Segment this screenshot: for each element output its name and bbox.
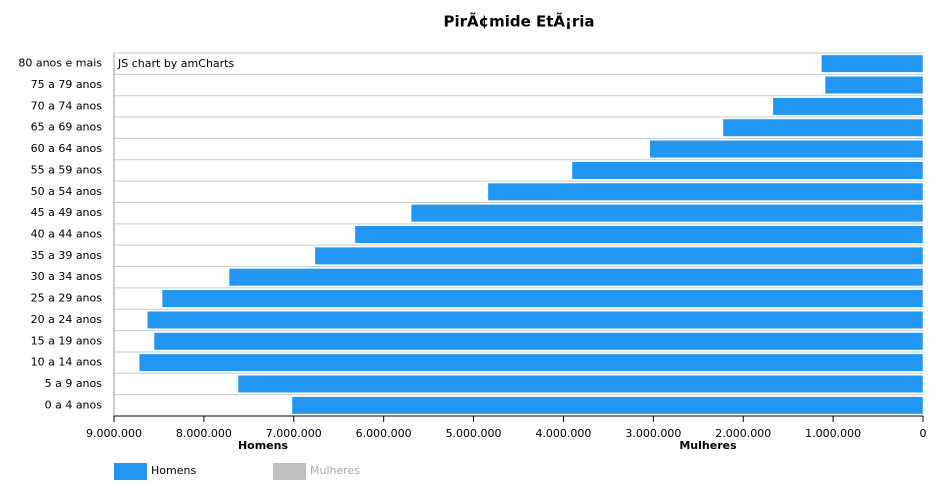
bar <box>147 310 924 329</box>
x-tick-label: 4.000.000 <box>535 427 591 440</box>
y-tick-label: 25 a 29 anos <box>31 292 103 305</box>
watermark: JS chart by amCharts <box>117 57 234 70</box>
x-tick-label: 0 <box>920 427 927 440</box>
chart-title: PirÃ¢mide EtÃ¡ria <box>443 12 594 31</box>
bar <box>354 225 924 244</box>
y-tick-label: 20 a 24 anos <box>31 313 103 326</box>
bar <box>161 289 924 308</box>
legend-swatch <box>114 463 147 480</box>
y-tick-label: 60 a 64 anos <box>31 142 103 155</box>
x-tick-label: 1.000.000 <box>805 427 861 440</box>
bar <box>649 140 924 159</box>
bar <box>487 182 924 201</box>
bar <box>291 396 924 415</box>
y-tick-label: 15 a 19 anos <box>31 334 103 347</box>
y-tick-label: 45 a 49 anos <box>31 206 103 219</box>
bar <box>571 161 924 180</box>
bar <box>237 374 924 393</box>
y-tick-label: 35 a 39 anos <box>31 249 103 262</box>
y-tick-label: 80 anos e mais <box>18 57 102 70</box>
bar <box>821 54 924 73</box>
bar <box>772 97 924 116</box>
bar <box>153 332 924 351</box>
legend-label: Mulheres <box>310 464 360 477</box>
y-tick-label: 40 a 44 anos <box>31 228 103 241</box>
y-tick-label: 10 a 14 anos <box>31 356 103 369</box>
axis-title: Mulheres <box>679 439 737 452</box>
y-tick-label: 65 a 69 anos <box>31 121 103 134</box>
bar <box>410 204 924 223</box>
bar <box>314 246 924 265</box>
bar <box>722 118 924 137</box>
bar <box>228 268 924 287</box>
x-tick-label: 7.000.000 <box>266 427 322 440</box>
axis-title: Homens <box>238 439 289 452</box>
y-tick-label: 30 a 34 anos <box>31 270 103 283</box>
legend-label: Homens <box>151 464 196 477</box>
x-tick-label: 9.000.000 <box>86 427 142 440</box>
x-tick-label: 8.000.000 <box>176 427 232 440</box>
bar <box>824 76 924 95</box>
x-tick-label: 6.000.000 <box>356 427 412 440</box>
bar <box>138 353 924 372</box>
x-tick-label: 5.000.000 <box>446 427 502 440</box>
legend-swatch <box>273 463 306 480</box>
y-tick-label: 75 a 79 anos <box>31 78 103 91</box>
y-tick-label: 5 a 9 anos <box>45 377 103 390</box>
y-tick-label: 70 a 74 anos <box>31 99 103 112</box>
y-tick-label: 0 a 4 anos <box>45 398 103 411</box>
y-tick-label: 50 a 54 anos <box>31 185 103 198</box>
y-tick-label: 55 a 59 anos <box>31 163 103 176</box>
x-tick-label: 3.000.000 <box>625 427 681 440</box>
x-tick-label: 2.000.000 <box>715 427 771 440</box>
